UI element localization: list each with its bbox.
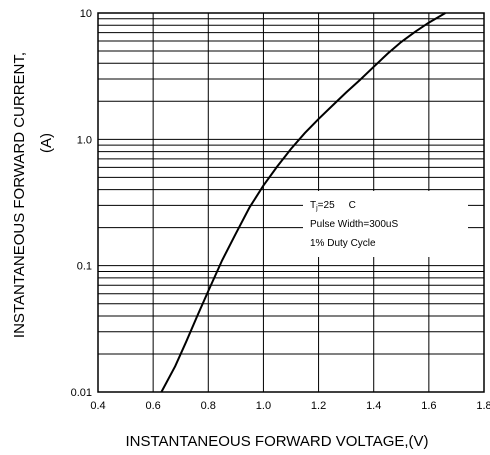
tick-labels: 0.4 0.6 0.8 1.0 1.2 1.4 1.6 1.8 0.01 0.1 1.0 10 bbox=[71, 8, 490, 412]
x-tick-label-2: 0.8 bbox=[201, 400, 216, 412]
x-axis-label: INSTANTANEOUS FORWARD VOLTAGE,(V) bbox=[125, 433, 428, 450]
y-tick-label-3: 10 bbox=[80, 8, 92, 20]
x-tick-label-4: 1.2 bbox=[311, 400, 326, 412]
x-tick-label-7: 1.8 bbox=[476, 400, 490, 412]
conditions-annotation: Tj=25 C Pulse Width=300uS 1% Duty Cycle bbox=[303, 191, 468, 257]
grid bbox=[97, 12, 485, 393]
annotation-box bbox=[303, 191, 468, 257]
x-tick-label-0: 0.4 bbox=[90, 400, 105, 412]
curves bbox=[160, 12, 446, 393]
annotation-duty-cycle: 1% Duty Cycle bbox=[310, 238, 376, 249]
forward-current-curve-0 bbox=[160, 12, 446, 393]
y-axis-label-line2: (A) bbox=[38, 133, 55, 153]
x-tick-label-6: 1.6 bbox=[421, 400, 436, 412]
plot-frame bbox=[97, 12, 485, 393]
y-tick-label-2: 1.0 bbox=[77, 134, 92, 146]
y-axis-label-line1: INSTANTANEOUS FORWARD CURRENT, bbox=[11, 52, 28, 338]
annotation-temperature: Tj=25 C bbox=[310, 200, 356, 212]
y-tick-label-0: 0.01 bbox=[71, 387, 92, 399]
x-tick-label-5: 1.4 bbox=[366, 400, 381, 412]
y-tick-label-1: 0.1 bbox=[77, 261, 92, 273]
x-tick-label-3: 1.0 bbox=[256, 400, 271, 412]
x-tick-label-1: 0.6 bbox=[145, 400, 160, 412]
annotation-pulse-width: Pulse Width=300uS bbox=[310, 219, 398, 230]
